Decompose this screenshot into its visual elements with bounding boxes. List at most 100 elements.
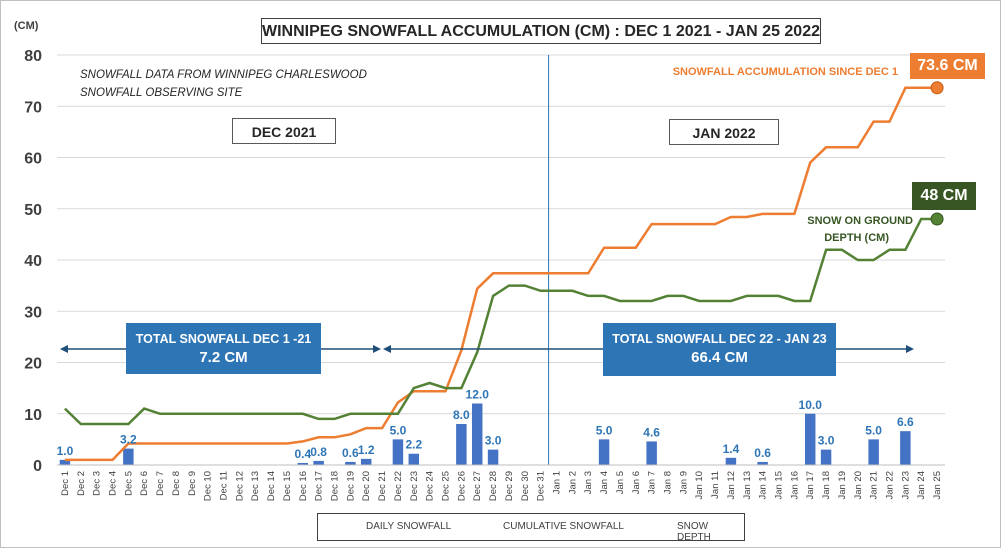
cumulative-annotation: SNOWFALL ACCUMULATION SINCE DEC 1	[673, 66, 898, 78]
bar-label: 1.2	[358, 443, 375, 457]
daily-snowfall-bars	[59, 403, 911, 465]
bar-dec-20	[360, 458, 372, 465]
x-tick-label: Dec 12	[234, 471, 245, 501]
y-axis-unit-label: (CM)	[14, 20, 39, 32]
bar-jan-4	[598, 439, 610, 465]
x-tick-label: Dec 16	[298, 471, 309, 501]
bar-jan-21	[868, 439, 879, 465]
x-tick-label: Jan 20	[853, 471, 864, 500]
month-label-jan: JAN 2022	[669, 119, 779, 145]
depth-badge: 48 CM	[912, 182, 976, 210]
y-tick-label: 0	[33, 458, 42, 475]
total-box-jan: TOTAL SNOWFALL DEC 22 - JAN 23 66.4 CM	[603, 323, 836, 376]
bar-label: 2.2	[405, 438, 422, 452]
bar-jan-7	[646, 441, 657, 465]
x-tick-label: Jan 24	[916, 471, 927, 500]
x-tick-label: Dec 5	[123, 471, 134, 496]
total-box-dec-value: 7.2 CM	[199, 349, 248, 366]
bar-dec-16	[297, 462, 309, 465]
x-tick-label: Jan 5	[615, 471, 626, 494]
chart-title: WINNIPEG SNOWFALL ACCUMULATION (CM) : DE…	[261, 18, 821, 44]
x-tick-label: Dec 9	[187, 471, 198, 496]
bar-label: 0.6	[342, 446, 359, 460]
arrow-head-right	[373, 345, 381, 353]
bar-dec-27	[471, 403, 483, 465]
month-label-dec: DEC 2021	[232, 118, 336, 144]
legend-daily-snowfall: DAILY SNOWFALL	[366, 521, 452, 532]
bar-label: 0.8	[310, 445, 327, 459]
x-axis-tick-labels: Dec 1 Dec 2 Dec 3 Dec 4 Dec 5 Dec 6 Dec 7 Dec 8…	[60, 471, 943, 501]
bar-label: 1.0	[57, 444, 74, 458]
x-tick-label: Dec 30	[520, 471, 531, 501]
x-tick-label: Jan 11	[710, 471, 721, 499]
bar-dec-26	[456, 424, 467, 465]
y-tick-label: 40	[24, 253, 42, 270]
bar-label: 4.6	[643, 425, 660, 439]
bar-label: 3.2	[120, 433, 137, 447]
y-tick-label: 30	[24, 304, 42, 321]
bar-dec-28	[487, 449, 499, 465]
arrow-head-left	[60, 345, 68, 353]
legend: DAILY SNOWFALL CUMULATIVE SNOWFALL SNOW …	[317, 513, 745, 543]
x-tick-label: Jan 18	[821, 471, 832, 500]
arrow-head-right	[906, 345, 914, 353]
x-tick-label: Dec 10	[203, 471, 214, 501]
x-tick-label: Jan 22	[885, 471, 896, 500]
x-tick-label: Dec 15	[282, 471, 293, 501]
x-tick-label: Dec 18	[330, 471, 341, 501]
bar-jan-17	[804, 413, 816, 465]
bar-dec-23	[408, 453, 420, 465]
x-tick-label: Dec 24	[425, 471, 436, 501]
bar-jan-12	[725, 457, 737, 465]
bar-label: 12.0	[466, 388, 490, 402]
x-tick-label: Jan 4	[599, 471, 610, 494]
bar-label: 8.0	[453, 408, 470, 422]
cumulative-snowfall-line	[64, 86, 938, 462]
y-tick-label: 60	[24, 151, 42, 168]
cumulative-badge: 73.6 CM	[910, 53, 985, 79]
legend-cumulative-snowfall: CUMULATIVE SNOWFALL	[503, 521, 624, 532]
depth-end-marker	[930, 212, 944, 226]
total-box-dec: TOTAL SNOWFALL DEC 1 -21 7.2 CM	[126, 323, 321, 374]
depth-annotation-line2: DEPTH (CM)	[824, 232, 889, 244]
bar-label: 1.4	[723, 442, 740, 456]
legend-snow-depth: SNOW DEPTH	[677, 521, 711, 543]
x-tick-label: Jan 10	[694, 471, 705, 500]
y-axis-ticks: 0 10 20 30 40 50 60 70 80	[24, 48, 42, 475]
x-tick-label: Dec 31	[536, 471, 547, 501]
arrow-head-left	[383, 345, 391, 353]
x-tick-label: Dec 11	[219, 471, 230, 500]
total-box-dec-title: TOTAL SNOWFALL DEC 1 -21	[135, 332, 312, 346]
x-tick-label: Dec 1	[60, 471, 71, 496]
note-line-1: SNOWFALL DATA FROM WINNIPEG CHARLESWOOD	[80, 69, 367, 81]
cumulative-end-marker	[930, 81, 944, 95]
total-box-jan-value: 66.4 CM	[691, 349, 748, 366]
x-tick-label: Dec 7	[155, 471, 166, 496]
x-tick-label: Dec 25	[441, 471, 452, 501]
y-tick-label: 80	[24, 48, 42, 65]
x-tick-label: Dec 14	[266, 471, 277, 501]
x-tick-label: Dec 4	[108, 471, 119, 496]
x-tick-label: Dec 28	[488, 471, 499, 501]
x-tick-label: Jan 2	[567, 471, 578, 494]
y-tick-label: 70	[24, 99, 42, 116]
x-tick-label: Jan 3	[583, 471, 594, 494]
snow-depth-line	[64, 217, 938, 426]
note-line-2: SNOWFALL OBSERVING SITE	[80, 87, 243, 99]
x-tick-label: Jan 1	[552, 471, 563, 494]
bar-label: 3.0	[485, 434, 502, 448]
x-tick-label: Jan 14	[758, 471, 769, 500]
bar-label: 5.0	[390, 423, 407, 437]
x-tick-label: Dec 13	[250, 471, 261, 501]
bar-label: 5.0	[596, 423, 613, 437]
x-tick-label: Jan 7	[647, 471, 658, 494]
x-tick-label: Jan 12	[726, 471, 737, 500]
bar-jan-23	[900, 431, 911, 465]
x-tick-label: Dec 21	[377, 471, 388, 501]
x-tick-label: Dec 6	[139, 471, 150, 496]
x-tick-label: Dec 27	[472, 471, 483, 501]
x-tick-label: Jan 8	[663, 471, 674, 494]
x-tick-label: Dec 19	[345, 471, 356, 501]
bar-label: 5.0	[865, 423, 882, 437]
x-tick-label: Jan 21	[869, 471, 880, 500]
